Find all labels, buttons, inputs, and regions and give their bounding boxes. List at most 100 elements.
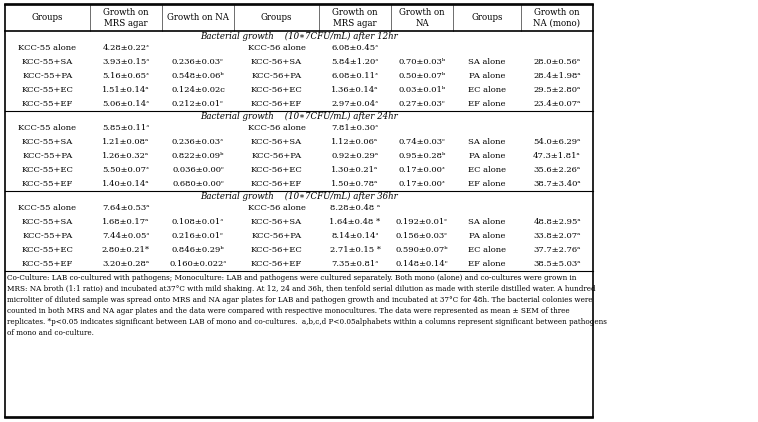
Text: 7.81±0.30ᶟ: 7.81±0.30ᶟ	[331, 124, 378, 132]
Text: 1.50±0.78ᵃ: 1.50±0.78ᵃ	[331, 180, 379, 188]
Text: Growth on
MRS agar: Growth on MRS agar	[103, 8, 149, 28]
Text: KCC-56+SA: KCC-56+SA	[251, 58, 302, 66]
Text: 3.20±0.28ᵃ: 3.20±0.28ᵃ	[102, 260, 149, 268]
Text: 0.036±0.00ᶜ: 0.036±0.00ᶜ	[172, 166, 224, 174]
Text: 23.4±0.07ᵃ: 23.4±0.07ᵃ	[534, 100, 581, 108]
Text: KCC-55 alone: KCC-55 alone	[18, 204, 77, 212]
Text: MRS: NA broth (1:1 ratio) and incubated at37°C with mild shaking. At 12, 24 and : MRS: NA broth (1:1 ratio) and incubated …	[7, 285, 596, 293]
Text: PA alone: PA alone	[468, 232, 505, 240]
Text: 5.85±0.11ᶟ: 5.85±0.11ᶟ	[102, 124, 149, 132]
Text: KCC-55+EF: KCC-55+EF	[22, 180, 74, 188]
Text: 8.14±0.14ᶟ: 8.14±0.14ᶟ	[331, 232, 379, 240]
Text: KCC-56 alone: KCC-56 alone	[248, 124, 305, 132]
Text: 2.80±0.21*: 2.80±0.21*	[102, 246, 150, 254]
Text: KCC-55+EC: KCC-55+EC	[21, 166, 74, 174]
Text: 0.160±0.022ᶟ: 0.160±0.022ᶟ	[170, 260, 227, 268]
Text: 28.4±1.98ᵃ: 28.4±1.98ᵃ	[533, 72, 581, 80]
Text: 0.50±0.07ᵇ: 0.50±0.07ᵇ	[399, 72, 446, 80]
Text: replicates. *p<0.05 indicates significant between LAB of mono and co-cultures.  : replicates. *p<0.05 indicates significan…	[7, 318, 607, 326]
Text: KCC-56+EC: KCC-56+EC	[251, 86, 302, 94]
Text: KCC-56+EC: KCC-56+EC	[251, 246, 302, 254]
Text: 29.5±2.80ᵃ: 29.5±2.80ᵃ	[534, 86, 581, 94]
Text: EF alone: EF alone	[468, 260, 506, 268]
Text: 1.68±0.17ᵃ: 1.68±0.17ᵃ	[102, 218, 149, 226]
Text: KCC-56+EC: KCC-56+EC	[251, 166, 302, 174]
Text: 0.192±0.01ᶜ: 0.192±0.01ᶜ	[396, 218, 448, 226]
Text: 0.95±0.28ᵇ: 0.95±0.28ᵇ	[398, 152, 446, 160]
Text: KCC-56+SA: KCC-56+SA	[251, 218, 302, 226]
Text: 0.03±0.01ᵇ: 0.03±0.01ᵇ	[399, 86, 446, 94]
Text: microliter of diluted sample was spread onto MRS and NA agar plates for LAB and : microliter of diluted sample was spread …	[7, 296, 593, 304]
Text: KCC-55+EF: KCC-55+EF	[22, 100, 74, 108]
Text: EC alone: EC alone	[468, 246, 506, 254]
Text: 54.0±6.29ᵃ: 54.0±6.29ᵃ	[534, 138, 581, 146]
Text: 0.74±0.03ᶜ: 0.74±0.03ᶜ	[399, 138, 446, 146]
Text: 7.35±0.81ᶟ: 7.35±0.81ᶟ	[331, 260, 378, 268]
Text: 1.26±0.32ᵃ: 1.26±0.32ᵃ	[102, 152, 149, 160]
Text: KCC-55 alone: KCC-55 alone	[18, 124, 77, 132]
Text: 1.12±0.06ᵃ: 1.12±0.06ᵃ	[331, 138, 378, 146]
Text: 0.92±0.29ᵃ: 0.92±0.29ᵃ	[331, 152, 378, 160]
Text: counted in both MRS and NA agar plates and the data were compared with respectiv: counted in both MRS and NA agar plates a…	[7, 307, 569, 315]
Text: KCC-55 alone: KCC-55 alone	[18, 44, 77, 52]
Text: KCC-55+SA: KCC-55+SA	[22, 218, 73, 226]
Text: 1.30±0.21ᵃ: 1.30±0.21ᵃ	[331, 166, 379, 174]
Text: 5.06±0.14ᶟ: 5.06±0.14ᶟ	[102, 100, 149, 108]
Text: KCC-56+EF: KCC-56+EF	[251, 260, 302, 268]
Text: KCC-56+PA: KCC-56+PA	[252, 152, 302, 160]
Text: KCC-55+PA: KCC-55+PA	[23, 72, 73, 80]
Text: 0.27±0.03ᶜ: 0.27±0.03ᶜ	[399, 100, 446, 108]
Text: 47.3±1.81ᵃ: 47.3±1.81ᵃ	[533, 152, 581, 160]
Text: Growth on
MRS agar: Growth on MRS agar	[332, 8, 377, 28]
Text: Bacterial growth    (10∗7CFU/mL) after 24hr: Bacterial growth (10∗7CFU/mL) after 24hr	[200, 111, 398, 121]
Text: 0.216±0.01ᶜ: 0.216±0.01ᶜ	[172, 232, 224, 240]
Text: 35.6±2.26ᵃ: 35.6±2.26ᵃ	[534, 166, 581, 174]
Text: 0.236±0.03ᶜ: 0.236±0.03ᶜ	[172, 58, 224, 66]
Text: 5.84±1.20ᶟ: 5.84±1.20ᶟ	[331, 58, 378, 66]
Text: Growth on
NA: Growth on NA	[399, 8, 445, 28]
Text: 6.08±0.45ᶟ: 6.08±0.45ᶟ	[331, 44, 378, 52]
Text: 2.71±0.15 *: 2.71±0.15 *	[330, 246, 381, 254]
Text: 1.51±0.14ᵃ: 1.51±0.14ᵃ	[102, 86, 150, 94]
Text: Growth on NA: Growth on NA	[167, 14, 229, 22]
Text: 0.822±0.09ᵇ: 0.822±0.09ᵇ	[172, 152, 224, 160]
Text: 28.0±0.56ᵃ: 28.0±0.56ᵃ	[534, 58, 581, 66]
Text: 7.44±0.05ᶟ: 7.44±0.05ᶟ	[102, 232, 149, 240]
Text: Bacterial growth    (10∗7CFU/mL) after 12hr: Bacterial growth (10∗7CFU/mL) after 12hr	[200, 31, 398, 41]
Text: KCC-56+EF: KCC-56+EF	[251, 100, 302, 108]
Text: 0.70±0.03ᵇ: 0.70±0.03ᵇ	[399, 58, 446, 66]
Text: Growth on
NA (mono): Growth on NA (mono)	[534, 8, 581, 28]
Text: 33.8±2.07ᵃ: 33.8±2.07ᵃ	[534, 232, 581, 240]
Text: 1.21±0.08ᵃ: 1.21±0.08ᵃ	[102, 138, 149, 146]
Text: 0.156±0.03ᶜ: 0.156±0.03ᶜ	[396, 232, 448, 240]
Text: 8.28±0.48 ᵃ: 8.28±0.48 ᵃ	[330, 204, 380, 212]
Text: Co-Culture: LAB co-cultured with pathogens; Monoculture: LAB and pathogens were : Co-Culture: LAB co-cultured with pathoge…	[7, 274, 576, 282]
Text: 3.93±0.15ᶟ: 3.93±0.15ᶟ	[102, 58, 149, 66]
Text: 48.8±2.95ᵃ: 48.8±2.95ᵃ	[533, 218, 581, 226]
Text: KCC-55+EF: KCC-55+EF	[22, 260, 74, 268]
Text: KCC-56+EF: KCC-56+EF	[251, 180, 302, 188]
Text: 37.7±2.76ᵃ: 37.7±2.76ᵃ	[534, 246, 581, 254]
Text: 0.212±0.01ᶜ: 0.212±0.01ᶜ	[172, 100, 224, 108]
Text: 0.148±0.14ᶜ: 0.148±0.14ᶜ	[396, 260, 448, 268]
Text: KCC-55+SA: KCC-55+SA	[22, 138, 73, 146]
Text: EC alone: EC alone	[468, 166, 506, 174]
Text: 0.17±0.00ᶟ: 0.17±0.00ᶟ	[399, 180, 446, 188]
Text: KCC-56 alone: KCC-56 alone	[248, 44, 305, 52]
Text: 7.64±0.53ᵃ: 7.64±0.53ᵃ	[102, 204, 150, 212]
Text: 5.16±0.65ᶟ: 5.16±0.65ᶟ	[102, 72, 149, 80]
Text: Groups: Groups	[261, 14, 293, 22]
Text: 0.846±0.29ᵇ: 0.846±0.29ᵇ	[171, 246, 224, 254]
Text: EF alone: EF alone	[468, 180, 506, 188]
Text: KCC-56 alone: KCC-56 alone	[248, 204, 305, 212]
Text: SA alone: SA alone	[468, 58, 506, 66]
Text: PA alone: PA alone	[468, 152, 505, 160]
Text: 6.08±0.11ᶟ: 6.08±0.11ᶟ	[331, 72, 378, 80]
Text: EC alone: EC alone	[468, 86, 506, 94]
Text: 38.5±5.03ᵃ: 38.5±5.03ᵃ	[533, 260, 581, 268]
Text: KCC-56+SA: KCC-56+SA	[251, 138, 302, 146]
Text: KCC-55+EC: KCC-55+EC	[21, 246, 74, 254]
Text: KCC-55+PA: KCC-55+PA	[23, 152, 73, 160]
Text: 0.548±0.06ᵇ: 0.548±0.06ᵇ	[171, 72, 224, 80]
Text: 0.124±0.02c: 0.124±0.02c	[171, 86, 225, 94]
